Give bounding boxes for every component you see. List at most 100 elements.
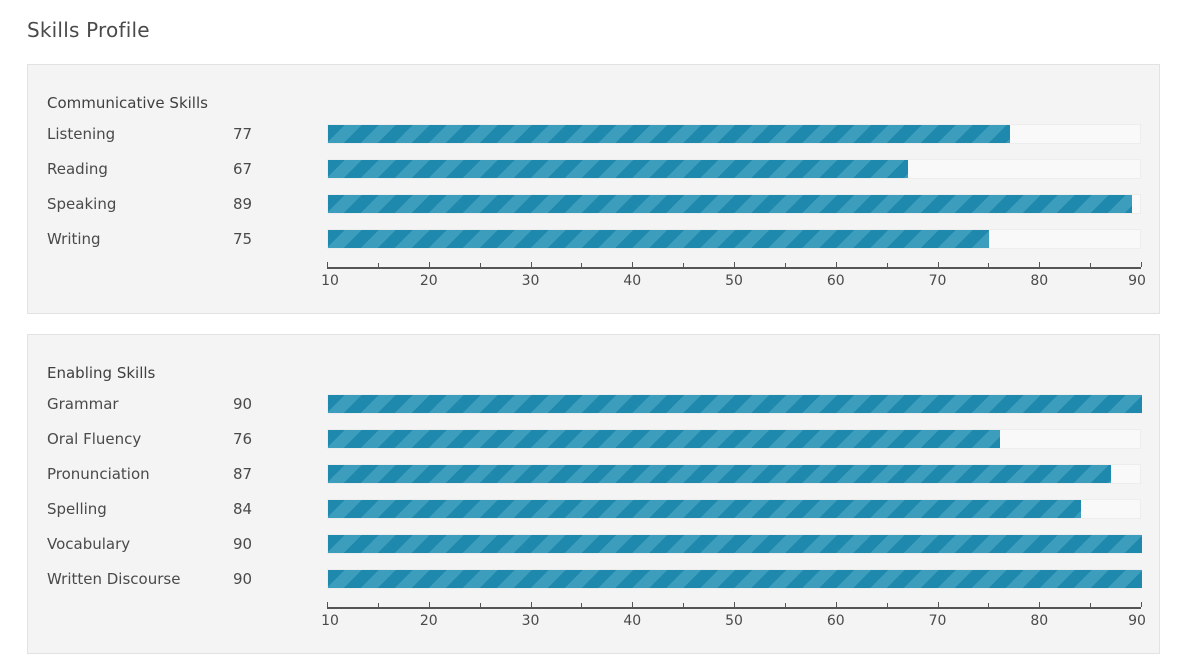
- major-tick: [1141, 262, 1142, 267]
- x-tick-label: 30: [521, 613, 540, 629]
- major-tick: [428, 262, 430, 267]
- bar-track: [327, 194, 1141, 214]
- skill-name: Listening: [47, 125, 116, 143]
- x-axis: 10 20 30 40 50 60 70 80 90: [321, 602, 1146, 633]
- x-tick-label: 10: [321, 613, 339, 629]
- minor-tick: [377, 603, 379, 607]
- enabling-skills-panel: Enabling Skills Grammar 90 Oral Fluency 76 P…: [27, 334, 1160, 654]
- skill-name: Pronunciation: [47, 465, 150, 483]
- minor-tick: [988, 263, 990, 267]
- x-tick-label: 80: [1030, 273, 1049, 289]
- x-axis-line: [327, 607, 1141, 609]
- minor-tick: [479, 263, 481, 267]
- minor-tick: [683, 263, 685, 267]
- communicative-skills-title: Communicative Skills: [47, 94, 208, 112]
- bar-track: [327, 534, 1142, 554]
- bar-reading: [328, 160, 908, 178]
- skill-score: 76: [233, 430, 253, 448]
- major-tick: [1141, 602, 1142, 607]
- major-tick: [734, 602, 735, 607]
- skill-score: 90: [233, 395, 253, 413]
- enabling-skills-title: Enabling Skills: [47, 364, 156, 382]
- major-tick: [632, 262, 634, 267]
- skill-row: Oral Fluency 76: [28, 429, 1159, 449]
- x-tick-label: 30: [521, 273, 540, 289]
- x-tick-label: 50: [725, 273, 743, 289]
- skill-score: 87: [233, 465, 253, 483]
- skill-row: Speaking 89: [28, 194, 1159, 214]
- skill-score: 67: [233, 160, 253, 178]
- minor-tick: [784, 263, 786, 267]
- skill-name: Grammar: [47, 395, 119, 413]
- major-tick: [734, 262, 735, 267]
- minor-tick: [988, 603, 990, 607]
- x-tick-label: 50: [725, 613, 743, 629]
- skill-score: 89: [233, 195, 253, 213]
- bar-track: [327, 464, 1141, 484]
- major-tick: [327, 262, 328, 267]
- x-tick-label: 80: [1030, 613, 1049, 629]
- major-tick: [1039, 602, 1041, 607]
- skill-name: Speaking: [47, 195, 117, 213]
- skill-name: Written Discourse: [47, 570, 181, 588]
- bar-track: [327, 124, 1141, 144]
- skill-score: 77: [233, 125, 253, 143]
- x-axis-line: [327, 267, 1141, 269]
- skill-score: 75: [233, 230, 253, 248]
- minor-tick: [1090, 603, 1092, 607]
- minor-tick: [377, 263, 379, 267]
- bar-track: [327, 499, 1141, 519]
- major-tick: [428, 602, 430, 607]
- bar-track: [327, 429, 1141, 449]
- bar-track: [327, 229, 1141, 249]
- major-tick: [835, 262, 837, 267]
- major-tick: [530, 262, 532, 267]
- major-tick: [530, 602, 532, 607]
- skill-row: Listening 77: [28, 124, 1159, 144]
- x-tick-label: 70: [928, 273, 947, 289]
- bar-track: [327, 569, 1142, 589]
- page-title: Skills Profile: [27, 18, 150, 42]
- x-tick-label: 40: [623, 613, 642, 629]
- bar-spelling: [328, 500, 1081, 518]
- skill-score: 90: [233, 570, 253, 588]
- skill-name: Reading: [47, 160, 108, 178]
- x-tick-label: 70: [928, 613, 947, 629]
- bar-vocabulary: [328, 535, 1142, 553]
- communicative-skills-panel: Communicative Skills Listening 77 Reading 6…: [27, 64, 1160, 314]
- major-tick: [937, 262, 939, 267]
- skill-row: Writing 75: [28, 229, 1159, 249]
- bar-writing: [328, 230, 990, 248]
- minor-tick: [683, 603, 685, 607]
- minor-tick: [886, 603, 888, 607]
- x-tick-label: 60: [826, 273, 845, 289]
- x-axis: 10 20 30 40 50 60 70 80 90: [321, 262, 1146, 293]
- bar-listening: [328, 125, 1010, 143]
- skill-name: Spelling: [47, 500, 107, 518]
- major-tick: [937, 602, 939, 607]
- x-tick-label: 20: [419, 613, 438, 629]
- minor-tick: [581, 263, 583, 267]
- skill-name: Oral Fluency: [47, 430, 142, 448]
- skill-row: Spelling 84: [28, 499, 1159, 519]
- major-tick: [835, 602, 837, 607]
- major-tick: [1039, 262, 1041, 267]
- bar-oral-fluency: [328, 430, 1000, 448]
- minor-tick: [1090, 263, 1092, 267]
- x-tick-label: 20: [419, 273, 438, 289]
- skill-row: Reading 67: [28, 159, 1159, 179]
- major-tick: [632, 602, 634, 607]
- skill-row: Grammar 90: [28, 394, 1159, 414]
- minor-tick: [581, 603, 583, 607]
- minor-tick: [886, 263, 888, 267]
- skill-score: 90: [233, 535, 253, 553]
- x-tick-label: 90: [1128, 273, 1146, 289]
- bar-grammar: [328, 395, 1142, 413]
- minor-tick: [479, 603, 481, 607]
- skill-name: Writing: [47, 230, 101, 248]
- x-tick-label: 60: [826, 613, 845, 629]
- major-tick: [327, 602, 328, 607]
- skill-name: Vocabulary: [47, 535, 131, 553]
- bar-track: [327, 159, 1141, 179]
- x-tick-label: 10: [321, 273, 339, 289]
